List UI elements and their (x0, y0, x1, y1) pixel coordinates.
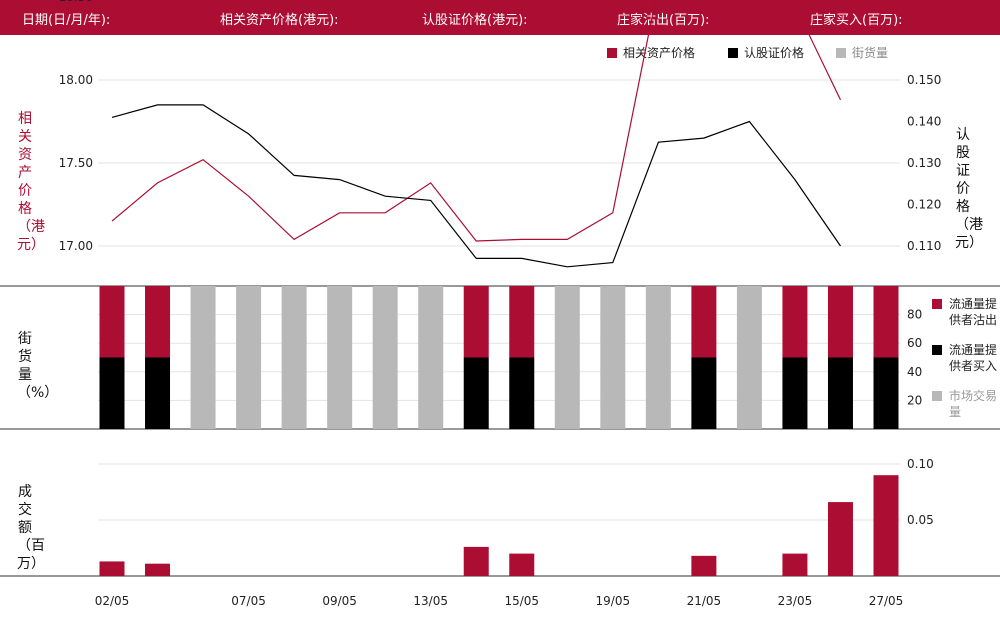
turnover-bar (145, 563, 171, 576)
x-tick-label: 02/05 (95, 594, 130, 608)
turnover-tick-label: 0.05 (907, 513, 934, 527)
bar-legend-lp-sell-text: 流通量提供者沽出 (949, 297, 998, 327)
lp-buy-label: 庄家买入(百万): (810, 13, 903, 28)
legend-street-swatch (836, 47, 846, 58)
lp-buy-bar (99, 357, 125, 429)
lp-sell-bar (99, 286, 125, 358)
warrant-price-line (111, 104, 841, 268)
x-tick-label: 13/05 (413, 594, 448, 608)
bar-legend-market: 市场交易量 (932, 388, 1000, 420)
market-volume-bar (418, 286, 444, 429)
market-volume-bar (600, 286, 626, 429)
right-axis-title: 认股证价格（港元） (955, 127, 983, 251)
left-tick-label: 17.00 (59, 239, 93, 253)
lp-sell-bar (782, 286, 808, 358)
x-tick-label: 09/05 (322, 594, 357, 608)
lp-buy-bar (782, 357, 808, 429)
bar-legend-market-swatch (932, 391, 942, 401)
warrant-price-label: 认股证价格(港元): (422, 13, 528, 28)
right-tick-label: 0.130 (907, 156, 941, 170)
turnover-bar (827, 502, 853, 576)
street-tick-label: 40 (907, 365, 922, 379)
right-tick-label: 0.140 (907, 115, 941, 129)
header-bar: 日期(日/月/年): 相关资产价格(港元): 认股证价格(港元): 庄家沽出(百… (0, 0, 1000, 35)
left-tick-label: 17.50 (59, 156, 93, 170)
x-tick-label: 27/05 (869, 594, 904, 608)
turnover-bar (691, 555, 717, 576)
bar-legend-lp-sell-swatch (932, 299, 942, 309)
legend-warrant-swatch (728, 47, 738, 58)
underlying-price-label: 相关资产价格(港元): (220, 13, 339, 28)
legend-warrant: 认股证价格 (728, 44, 804, 61)
bar-legend-lp-buy-swatch (932, 345, 942, 355)
legend-street: 街货量 (836, 44, 888, 61)
legend-underlying-swatch (607, 47, 617, 58)
left-tick-label: 18.50 (59, 0, 93, 4)
street-tick-label: 60 (907, 336, 922, 350)
lp-sell-bar (145, 286, 171, 358)
right-tick-label: 0.120 (907, 198, 941, 212)
bar-legend-market-text: 市场交易量 (949, 389, 998, 419)
lp-sell-label: 庄家沽出(百万): (617, 13, 710, 28)
turnover-tick-label: 0.10 (907, 457, 934, 471)
legend-street-text: 街货量 (852, 46, 889, 60)
x-tick-label: 21/05 (687, 594, 722, 608)
lp-sell-bar (873, 286, 899, 358)
market-volume-bar (372, 286, 398, 429)
lp-buy-bar (827, 357, 853, 429)
market-volume-bar (327, 286, 353, 429)
legend-underlying: 相关资产价格 (607, 44, 695, 61)
bar-legend-lp-sell: 流通量提供者沽出 (932, 296, 1000, 328)
underlying-price-line (111, 0, 842, 242)
market-volume-bar (736, 286, 762, 429)
market-volume-bar (554, 286, 580, 429)
turnover-bar (873, 475, 899, 576)
turnover-bar (99, 561, 125, 576)
street-tick-label: 80 (907, 308, 922, 322)
bar-legend-lp-buy-text: 流通量提供者买入 (949, 343, 998, 373)
lp-buy-bar (873, 357, 899, 429)
lp-buy-bar (463, 357, 489, 429)
lp-sell-bar (827, 286, 853, 358)
lp-sell-bar (509, 286, 535, 358)
x-tick-label: 23/05 (778, 594, 813, 608)
lp-buy-bar (145, 357, 171, 429)
market-volume-bar (645, 286, 671, 429)
x-tick-label: 15/05 (504, 594, 539, 608)
legend-underlying-text: 相关资产价格 (623, 46, 696, 60)
turnover-bar (463, 546, 489, 576)
lp-sell-bar (691, 286, 717, 358)
left-tick-label: 18.00 (59, 73, 93, 87)
lp-buy-bar (691, 357, 717, 429)
x-tick-label: 19/05 (596, 594, 631, 608)
right-tick-label: 0.150 (907, 73, 941, 87)
right-tick-label: 0.110 (907, 239, 941, 253)
market-volume-bar (236, 286, 262, 429)
market-volume-bar (190, 286, 216, 429)
bar-legend-lp-buy: 流通量提供者买入 (932, 342, 1000, 374)
street-tick-label: 20 (907, 393, 922, 407)
legend-warrant-text: 认股证价格 (744, 46, 805, 60)
lp-buy-bar (509, 357, 535, 429)
turnover-bar (509, 553, 535, 576)
date-label: 日期(日/月/年): (22, 13, 111, 28)
turnover-bar (782, 553, 808, 576)
x-tick-label: 07/05 (231, 594, 266, 608)
lp-sell-bar (463, 286, 489, 358)
market-volume-bar (281, 286, 307, 429)
